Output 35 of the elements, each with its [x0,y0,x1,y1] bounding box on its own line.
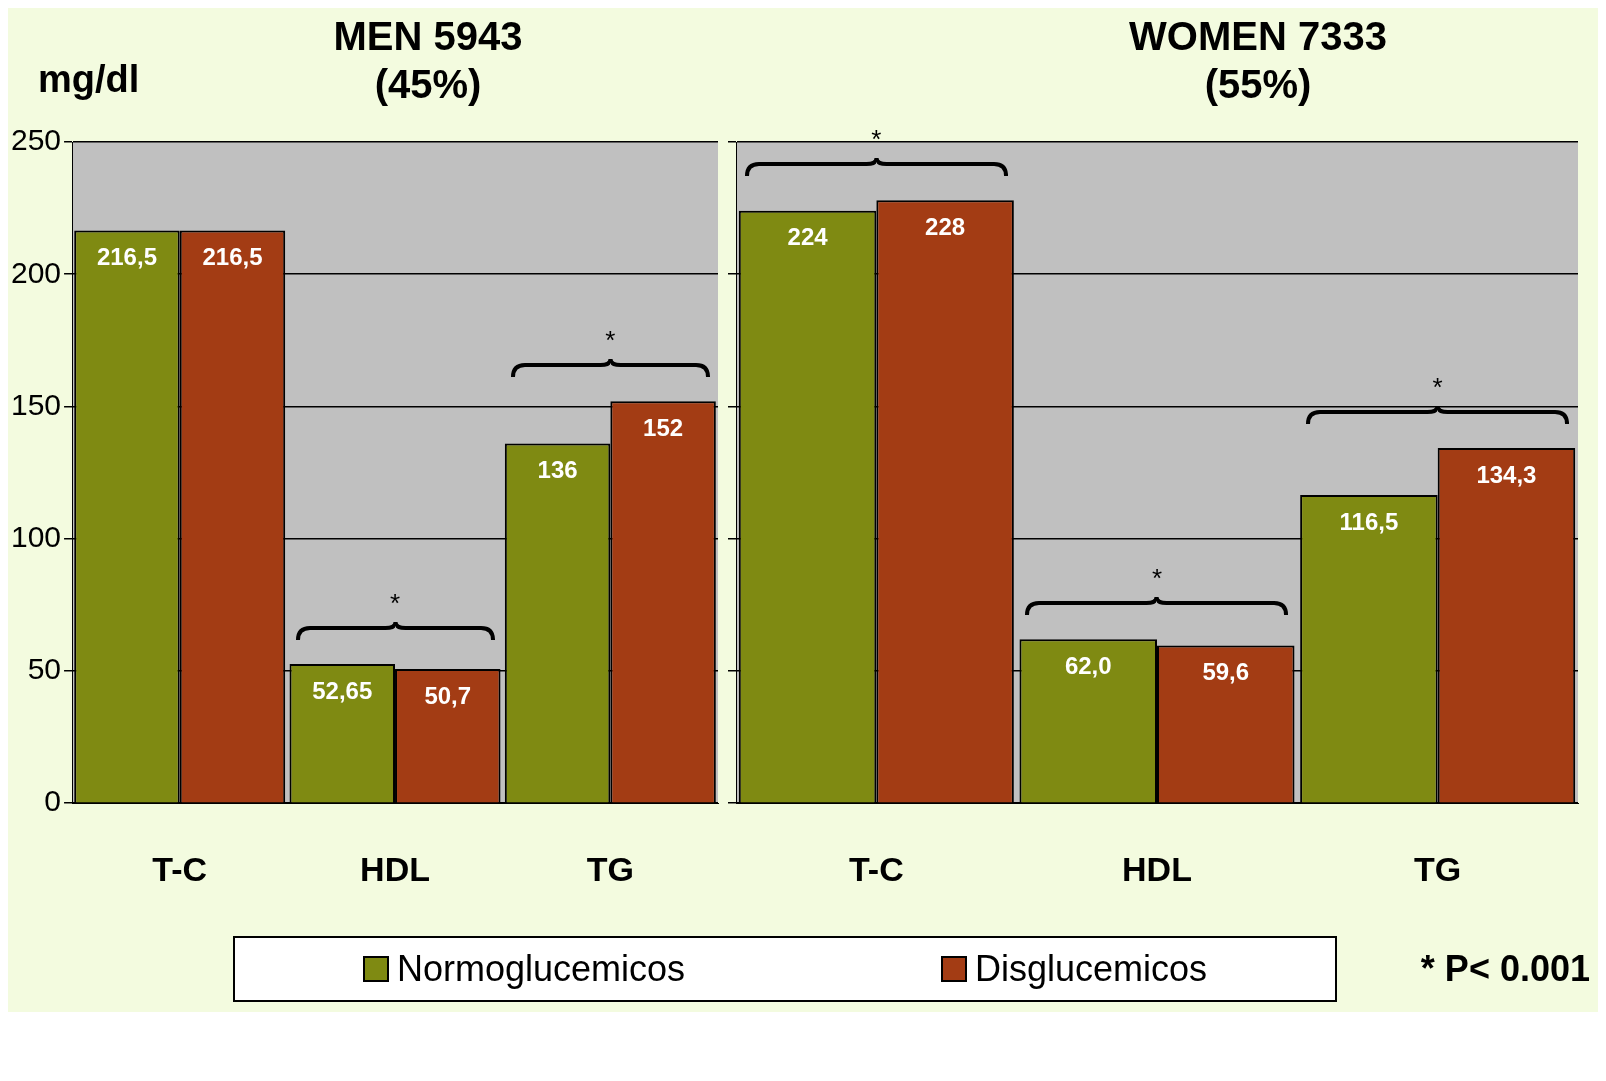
data-label: 62,0 [1064,651,1112,679]
x-tick-label: HDL [360,849,430,888]
y-tick-label: 0 [44,784,62,818]
data-label: 152 [643,413,684,441]
data-label: 228 [925,212,966,240]
annotation: * [1150,563,1164,595]
data-label: 116,5 [1339,507,1399,535]
chart-title: WOMEN 7333 (55%) [1128,13,1388,108]
text: * P< 0.001 [1419,948,1590,990]
data-label: 216,5 [202,243,263,271]
legend-label: Normoglucemicos [396,948,686,990]
legend-label: Disglucemicos [974,948,1208,990]
y-axis-title: mg/dl [38,58,140,101]
annotation: * [870,124,883,156]
data-label: 50,7 [424,681,472,709]
data-label: 216,5 [96,243,157,271]
data-label: 134,3 [1476,460,1537,488]
x-tick-label: T-C [848,849,904,888]
annotation: * [1431,372,1444,403]
data-label: 136 [537,456,578,484]
x-tick-label: HDL [1122,849,1192,888]
x-tick-label: T-C [152,849,208,888]
data-label: 224 [787,223,829,251]
annotation: * [604,325,617,357]
data-label: 59,6 [1202,658,1250,686]
y-tick-label: 200 [10,255,62,289]
chart-title: MEN 5943 (45%) [333,14,523,106]
x-tick-label: TG [1414,849,1462,888]
x-tick-label: TG [586,849,634,888]
annotation: * [388,587,402,619]
y-tick-label: 250 [10,123,62,157]
y-tick-label: 150 [10,387,62,421]
y-tick-label: 100 [10,519,62,553]
data-label: 52,65 [312,676,373,704]
y-tick-label: 50 [27,652,62,686]
